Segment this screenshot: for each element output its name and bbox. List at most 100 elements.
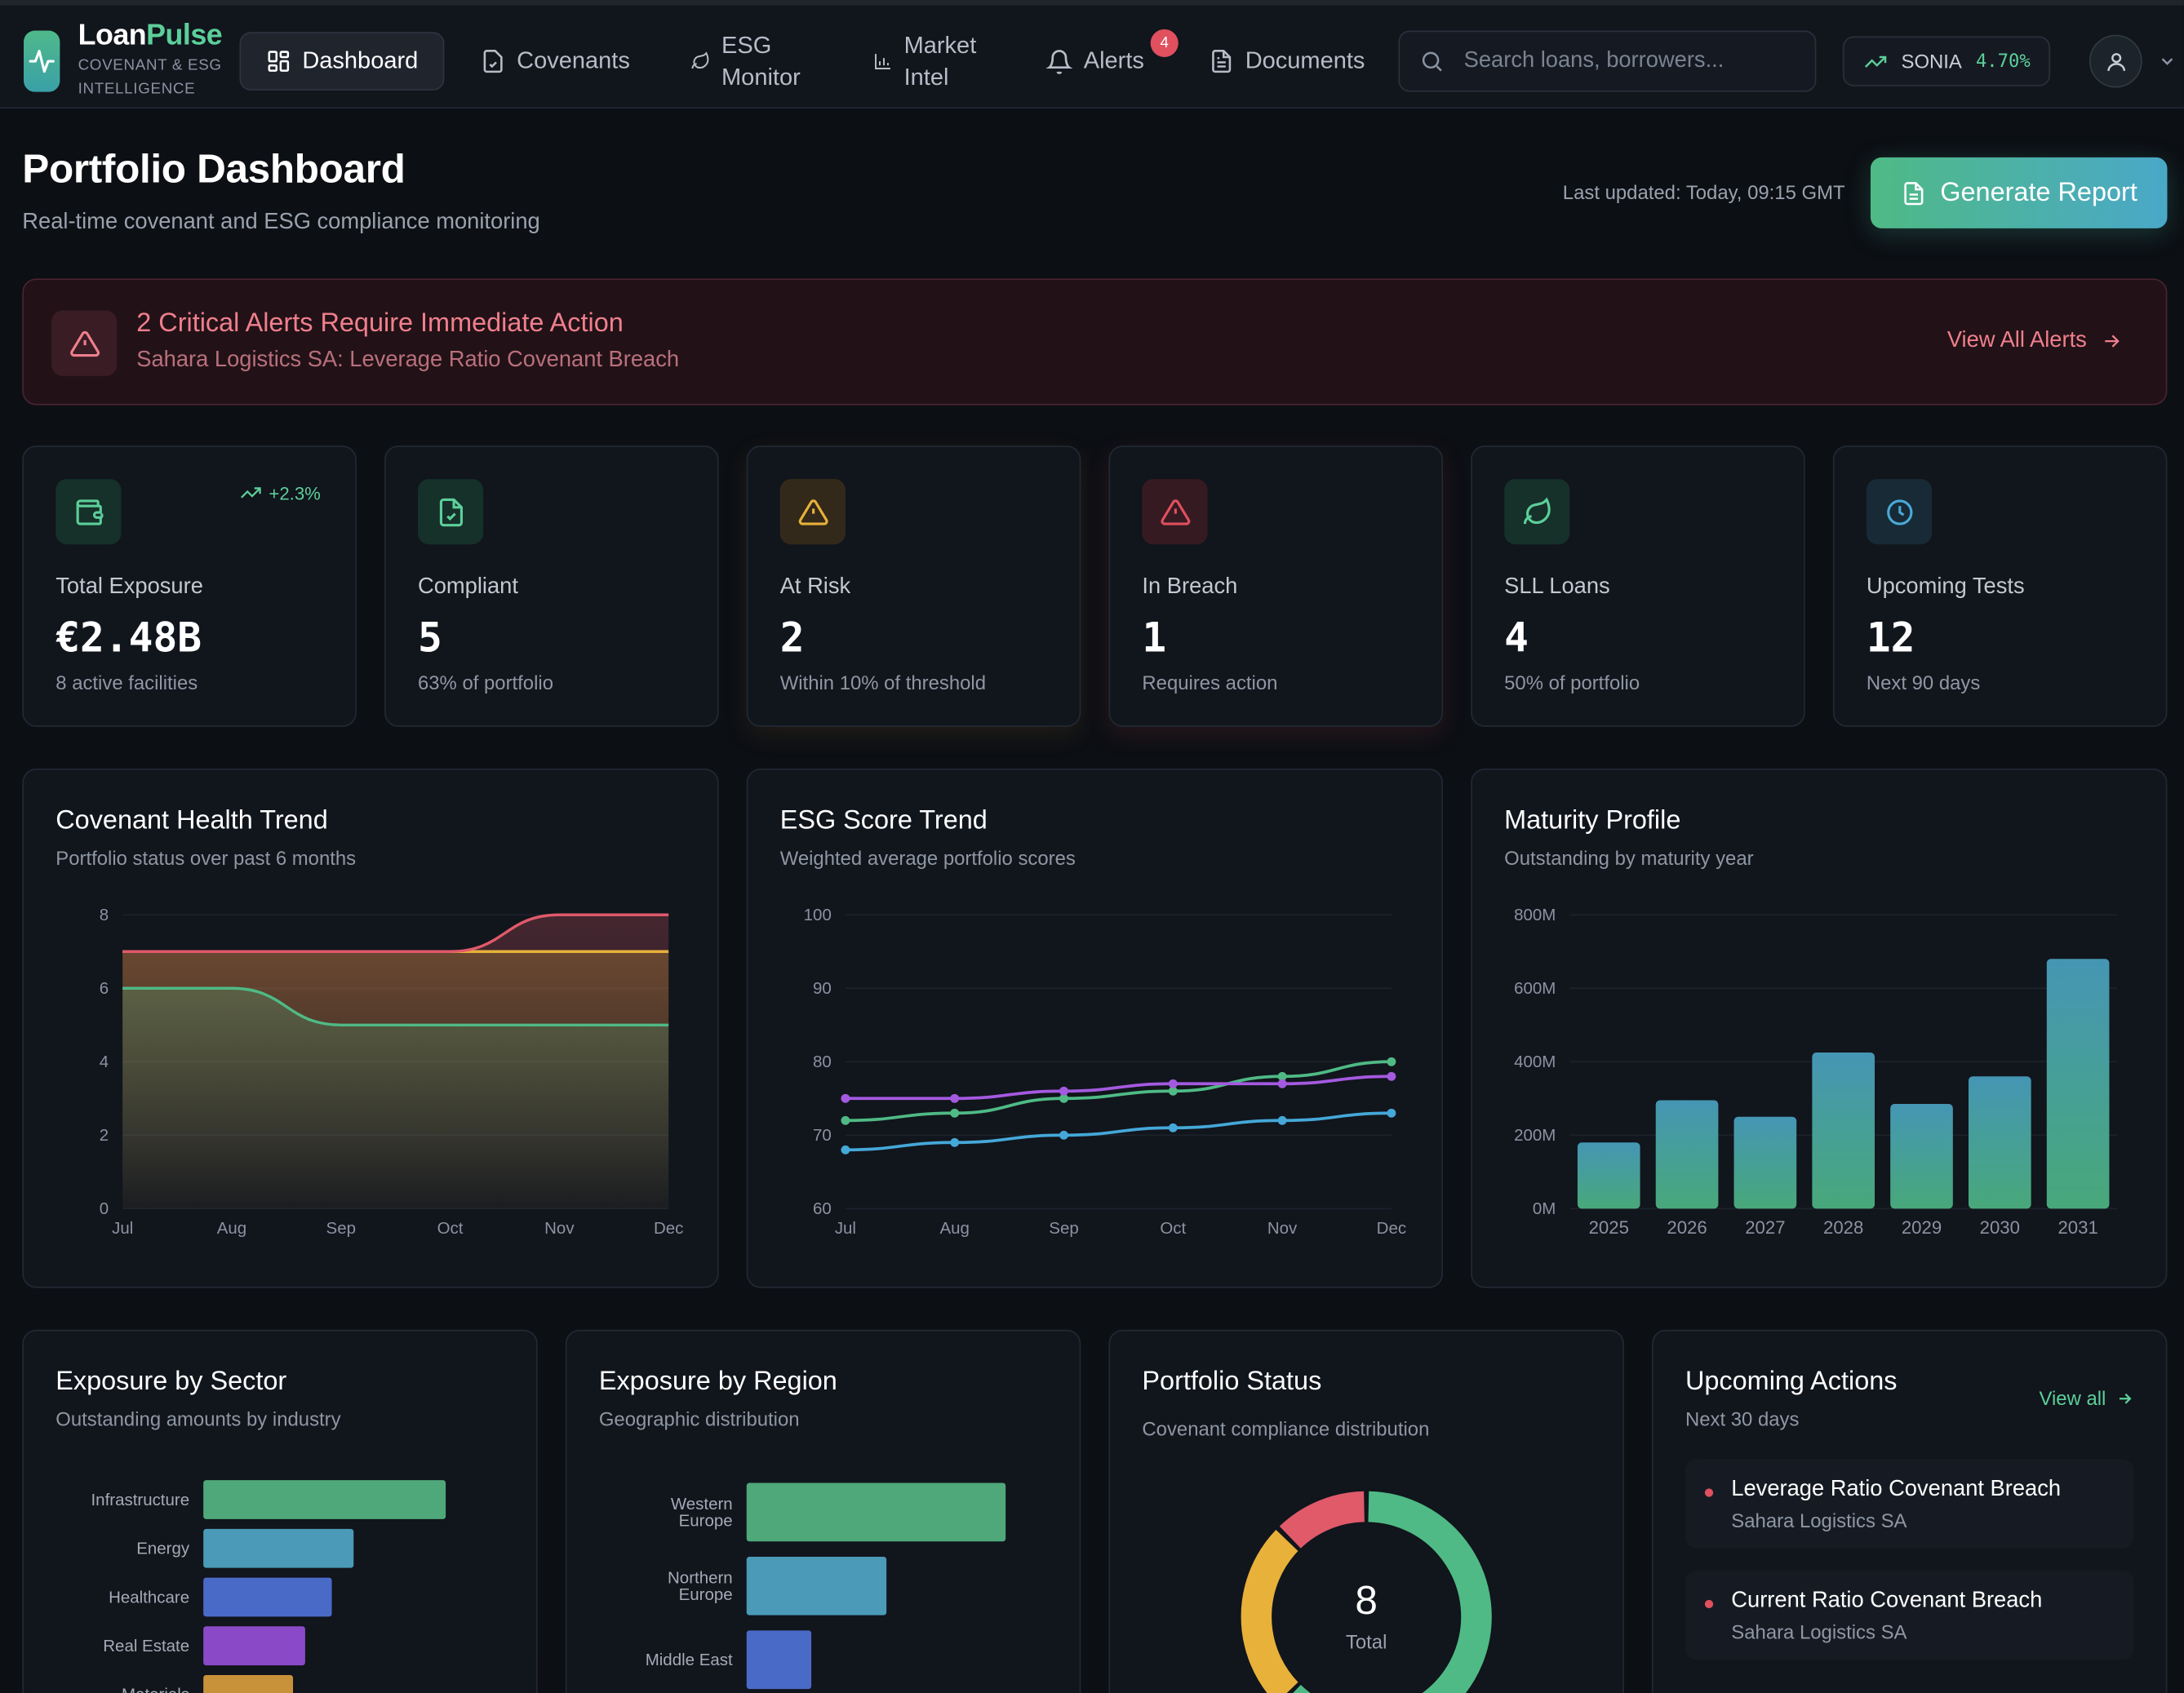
portfolio-status-donut <box>1241 1491 1492 1693</box>
category-label-line: Western <box>671 1495 733 1514</box>
category-label-line: Real Estate <box>103 1637 189 1655</box>
x-tick-label: Nov <box>544 1219 575 1238</box>
exposure-bar <box>203 1577 332 1617</box>
stat-card-at-risk[interactable]: At Risk 2 Within 10% of threshold <box>746 445 1081 727</box>
covenant-health-card: Covenant Health Trend Portfolio status o… <box>22 769 719 1288</box>
chevron-down-icon[interactable] <box>2158 51 2177 71</box>
stat-card-total-exposure[interactable]: +2.3% Total Exposure €2.48B 8 active fac… <box>22 445 357 727</box>
stat-value: 2 <box>779 614 805 662</box>
x-tick-label: 2027 <box>1745 1217 1785 1238</box>
nav-dashboard[interactable]: Dashboard <box>239 32 445 91</box>
stat-card-sll-loans[interactable]: SLL Loans 4 50% of portfolio <box>1471 445 1805 727</box>
user-avatar[interactable] <box>2089 34 2142 88</box>
x-tick-label: 2028 <box>1823 1217 1863 1238</box>
nav-alerts[interactable]: Alerts <box>1045 32 1144 91</box>
sector-exposure-chart: Infrastructure Energy Healthcare Real Estat… <box>91 1480 446 1693</box>
chart-subtitle: Outstanding by maturity year <box>1504 846 1754 869</box>
nav-documents[interactable]: Documents <box>1209 32 1365 91</box>
maturity-bar <box>1812 1053 1875 1209</box>
exposure-bar <box>203 1626 305 1666</box>
exposure-bar <box>203 1528 354 1568</box>
x-tick-label: 2029 <box>1902 1217 1942 1238</box>
stat-label: Upcoming Tests <box>1866 574 2025 599</box>
series-line <box>122 913 669 953</box>
series-point <box>1168 1123 1178 1132</box>
file-check-icon <box>483 50 503 73</box>
trending-up-icon <box>241 487 261 499</box>
stat-value: 4 <box>1504 614 1529 662</box>
upcoming-actions-card: Upcoming Actions Next 30 days View all L… <box>1652 1329 2168 1693</box>
series-point <box>950 1137 960 1147</box>
pulse-logo-icon[interactable] <box>24 30 60 92</box>
sector-exposure-card: Exposure by Sector Outstanding amounts b… <box>22 1329 538 1693</box>
sonia-rate-ticker[interactable]: SONIA 4.70% <box>1842 36 2051 86</box>
action-title: Leverage Ratio Covenant Breach <box>1731 1477 2062 1501</box>
series-line <box>845 1075 1392 1101</box>
search-input[interactable] <box>1463 48 1799 74</box>
chart-title: Upcoming Actions <box>1685 1367 1898 1397</box>
stat-sub: 8 active facilities <box>55 671 198 694</box>
nav-covenants[interactable]: Covenants <box>481 32 630 91</box>
view-all-alerts-link[interactable]: View All Alerts <box>1947 329 2123 354</box>
stat-sub: Within 10% of threshold <box>779 671 987 694</box>
series-point <box>1059 1086 1068 1096</box>
action-title: Current Ratio Covenant Breach <box>1731 1589 2043 1613</box>
donut-slice <box>1293 1491 1492 1693</box>
stat-value: 5 <box>417 614 442 662</box>
stat-sub: 63% of portfolio <box>417 671 554 694</box>
category-label-line: Middle East <box>646 1651 733 1669</box>
esg-score-chart: 60 70 80 90 100 Jul Aug Sep Oct Nov Dec <box>804 906 1406 1238</box>
grid-icon <box>268 51 290 72</box>
maturity-profile-chart: 0M 200M 400M 600M 800M 2025 2026 2027 2028 2029 20… <box>1514 906 2118 1238</box>
y-tick-label: 0 <box>100 1199 109 1218</box>
x-tick-label: Jul <box>835 1219 856 1238</box>
y-tick-label: 0M <box>1533 1199 1556 1218</box>
view-all-actions-link[interactable]: View all <box>2039 1387 2133 1409</box>
last-updated: Last updated: Today, 09:15 GMT <box>1562 180 1845 204</box>
series-point <box>950 1093 960 1103</box>
x-tick-label: 2030 <box>1980 1217 2020 1238</box>
user-icon <box>2106 52 2125 71</box>
category-label-line: Europe <box>679 1511 733 1530</box>
exposure-bar <box>203 1480 446 1519</box>
trending-up-icon <box>1864 55 1887 67</box>
y-tick-label: 600M <box>1514 979 1556 998</box>
y-tick-label: 4 <box>100 1053 109 1071</box>
stat-card-compliant[interactable]: Compliant 5 63% of portfolio <box>384 445 719 727</box>
chart-subtitle: Weighted average portfolio scores <box>779 846 1076 869</box>
stat-card-in-breach[interactable]: In Breach 1 Requires action <box>1108 445 1444 727</box>
category-label-line: Northern <box>668 1568 733 1587</box>
series-point <box>1059 1093 1068 1103</box>
portfolio-status-card: Portfolio Status Covenant compliance dis… <box>1108 1329 1624 1693</box>
nav-esg-monitor[interactable]: ESG Monitor <box>690 32 801 91</box>
nav-market-intel[interactable]: Market Intel <box>873 32 976 91</box>
action-borrower: Sahara Logistics SA <box>1731 1509 1907 1532</box>
warning-icon <box>779 479 846 545</box>
series-point <box>1387 1108 1396 1118</box>
chart-subtitle: Geographic distribution <box>598 1407 800 1430</box>
series-line <box>845 1060 1392 1123</box>
x-tick-label: 2031 <box>2057 1217 2097 1238</box>
category-label: Middle East <box>646 1651 733 1669</box>
stat-value: €2.48B <box>55 614 202 662</box>
series-point <box>1168 1086 1178 1096</box>
series-point <box>1277 1079 1287 1088</box>
search-box[interactable] <box>1398 30 1817 92</box>
report-icon <box>1904 181 1924 205</box>
x-tick-label: Sep <box>326 1219 356 1238</box>
bar-chart-icon <box>875 54 890 70</box>
generate-report-button[interactable]: Generate Report <box>1870 157 2168 228</box>
x-tick-label: Nov <box>1267 1219 1298 1238</box>
y-tick-label: 6 <box>100 979 109 998</box>
y-tick-label: 80 <box>813 1053 832 1071</box>
leaf-icon <box>1504 479 1570 545</box>
y-tick-label: 400M <box>1514 1053 1556 1071</box>
exposure-bar <box>746 1482 1006 1542</box>
series-point <box>841 1115 850 1125</box>
chart-subtitle: Covenant compliance distribution <box>1142 1417 1430 1440</box>
action-item[interactable]: Current Ratio Covenant Breach Sahara Log… <box>1685 1571 2134 1660</box>
category-label-line: Energy <box>136 1540 190 1558</box>
action-item[interactable]: Leverage Ratio Covenant Breach Sahara Lo… <box>1685 1459 2134 1549</box>
stat-card-upcoming-tests[interactable]: Upcoming Tests 12 Next 90 days <box>1832 445 2168 727</box>
chart-title: Covenant Health Trend <box>55 806 328 835</box>
